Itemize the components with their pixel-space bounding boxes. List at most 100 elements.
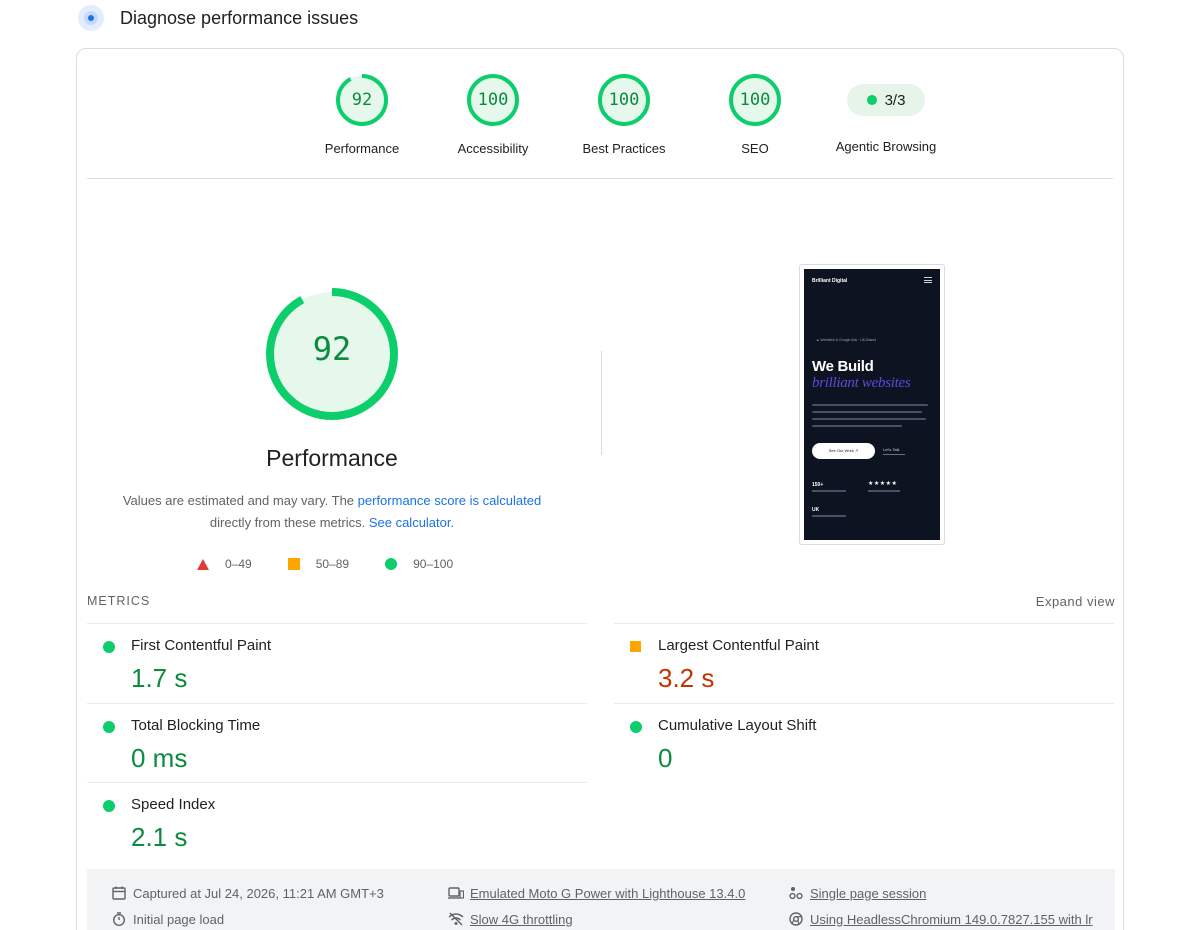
score-legend: 0–49 50–89 90–100 [197, 554, 489, 574]
legend-pass-label: 90–100 [413, 557, 454, 571]
calendar-icon [111, 885, 127, 901]
average-square-icon [287, 558, 300, 570]
metric-name: Largest Contentful Paint [658, 637, 819, 654]
desc-text-2: directly from these metrics. [209, 515, 369, 530]
vertical-divider [601, 351, 602, 455]
gauge-performance[interactable]: 92 Performance [297, 73, 427, 156]
gauge-label: SEO [741, 141, 769, 156]
devices-icon [448, 885, 464, 901]
site-secondary-button: Let's Talk [883, 447, 906, 455]
metric-si: Speed Index 2.1 s [87, 782, 587, 862]
timer-icon [111, 911, 127, 927]
gauge-label: Accessibility [457, 141, 529, 156]
divider [87, 178, 1113, 179]
gauge-label: Best Practices [582, 141, 666, 156]
footer-device-text: Emulated Moto G Power with Lighthouse 13… [470, 885, 746, 901]
site-stars-caption [868, 490, 900, 492]
pass-circle-icon [103, 641, 115, 653]
see-calculator-link[interactable]: See calculator. [368, 515, 455, 530]
footer-throttling-text: Slow 4G throttling [470, 911, 573, 927]
wifi-icon [448, 911, 464, 927]
chrome-icon [788, 911, 804, 927]
header: Diagnose performance issues [78, 4, 358, 32]
metrics-title: METRICS [87, 594, 151, 608]
footer-load-text: Initial page load [133, 911, 225, 927]
footer-throttling[interactable]: Slow 4G throttling [448, 910, 573, 928]
agentic-score-pill: 3/3 [847, 84, 925, 116]
performance-score: 92 [312, 330, 352, 368]
footer-browser-text: Using HeadlessChromium 149.0.7827.155 wi… [810, 911, 1093, 927]
footer-device[interactable]: Emulated Moto G Power with Lighthouse 13… [448, 884, 745, 902]
site-heading-2: brilliant websites [812, 375, 911, 391]
legend-fail: 0–49 [197, 557, 252, 571]
footer-browser[interactable]: Using HeadlessChromium 149.0.7827.155 wi… [788, 910, 1093, 928]
legend-average-label: 50–89 [315, 557, 350, 571]
site-paragraph [812, 404, 928, 430]
gauge-ring: 100 [597, 73, 651, 127]
category-gauges: 92 Performance 100 Accessibility 100 Bes… [297, 73, 936, 173]
screenshot-image: Brilliant Digital ▲ Websites & Google Ad… [804, 269, 940, 540]
gauge-label: Performance [324, 141, 400, 156]
gauge-ring: 100 [728, 73, 782, 127]
gauge-ring: 100 [466, 73, 520, 127]
gauge-label: Agentic Browsing [835, 139, 937, 154]
metric-name: First Contentful Paint [131, 637, 272, 654]
performance-gauge: 92 [265, 287, 399, 421]
metric-tbt: Total Blocking Time 0 ms [87, 703, 587, 783]
metric-fcp: First Contentful Paint 1.7 s [87, 623, 587, 703]
legend-fail-label: 0–49 [225, 557, 252, 571]
metric-value: 0 [658, 743, 673, 773]
footer-session[interactable]: Single page session [788, 884, 926, 902]
score-description: Values are estimated and may vary. The p… [77, 490, 587, 534]
gauge-score: 92 [351, 90, 373, 110]
session-icon [788, 885, 804, 901]
pass-circle-icon [385, 558, 398, 570]
footer-captured-text: Captured at Jul 24, 2026, 11:21 AM GMT+3 [133, 885, 384, 901]
site-stat-1: 150+ [812, 482, 824, 488]
gauge-agentic-browsing[interactable]: 3/3 Agentic Browsing [821, 73, 951, 154]
average-square-icon [630, 641, 641, 652]
site-heading-1: We Build [812, 358, 874, 375]
legend-pass: 90–100 [385, 557, 453, 571]
metric-value: 0 ms [131, 743, 188, 773]
site-stat-2-caption [812, 515, 846, 517]
expand-view-button[interactable]: Expand view [1035, 594, 1115, 609]
gauge-best-practices[interactable]: 100 Best Practices [559, 73, 689, 156]
gauge-score: 100 [477, 90, 509, 110]
pass-circle-icon [103, 721, 115, 733]
site-brand: Brilliant Digital [812, 278, 848, 284]
runtime-settings: Captured at Jul 24, 2026, 11:21 AM GMT+3… [87, 869, 1115, 930]
performance-summary: 92 Performance [237, 287, 427, 472]
site-tagline: ▲ Websites & Google Ads · UK-Based [816, 338, 877, 342]
final-screenshot[interactable]: Brilliant Digital ▲ Websites & Google Ad… [799, 264, 945, 545]
footer-captured: Captured at Jul 24, 2026, 11:21 AM GMT+3 [111, 884, 384, 902]
metric-value: 2.1 s [131, 822, 188, 852]
gauge-score: 3/3 [884, 91, 906, 109]
gauge-ring: 92 [335, 73, 389, 127]
legend-average: 50–89 [287, 557, 350, 571]
metric-cls: Cumulative Layout Shift 0 [614, 703, 1114, 783]
gauge-score: 100 [608, 90, 640, 110]
gauge-seo[interactable]: 100 SEO [690, 73, 820, 156]
footer-load: Initial page load [111, 910, 224, 928]
score-calculated-link[interactable]: performance score is calculated [357, 493, 542, 508]
performance-label: Performance [266, 445, 398, 471]
metric-value: 1.7 s [131, 663, 188, 693]
footer-session-text: Single page session [810, 885, 927, 901]
fail-triangle-icon [197, 558, 209, 570]
metric-value: 3.2 s [658, 663, 715, 693]
pass-circle-icon [630, 721, 642, 733]
gauge-accessibility[interactable]: 100 Accessibility [428, 73, 558, 156]
metric-name: Speed Index [131, 796, 216, 813]
metric-name: Total Blocking Time [131, 717, 261, 734]
desc-text: Values are estimated and may vary. The [122, 493, 358, 508]
lighthouse-status-icon [78, 5, 104, 31]
pass-circle-icon [103, 800, 115, 812]
page-title: Diagnose performance issues [120, 7, 359, 28]
metrics-header: METRICS Expand view [87, 594, 1115, 614]
pass-dot-icon [866, 95, 877, 105]
site-primary-button: See Our Work ↗ [812, 443, 875, 459]
metric-lcp: Largest Contentful Paint 3.2 s [614, 623, 1114, 703]
hamburger-menu-icon [924, 277, 932, 283]
site-stars: ★★★★★ [868, 481, 898, 487]
